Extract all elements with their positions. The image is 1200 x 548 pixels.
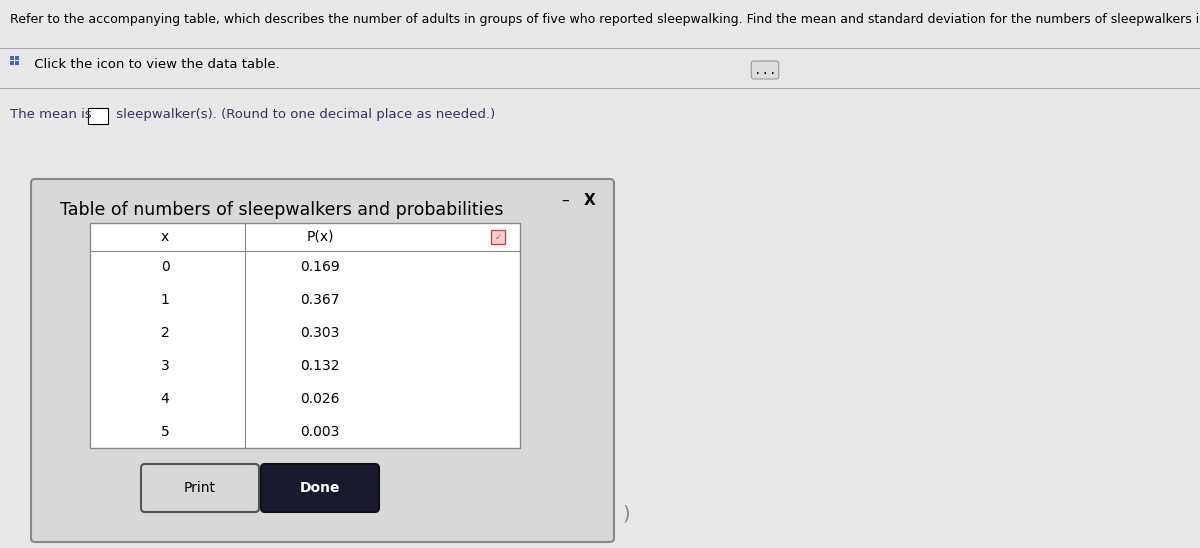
Bar <box>10 56 14 60</box>
Text: 4: 4 <box>161 392 169 406</box>
FancyBboxPatch shape <box>491 230 505 244</box>
Text: 3: 3 <box>161 359 169 373</box>
Text: P(x): P(x) <box>306 230 334 244</box>
Text: 0.026: 0.026 <box>300 392 340 406</box>
FancyBboxPatch shape <box>31 179 614 542</box>
Text: ...: ... <box>754 64 776 77</box>
Text: 0.003: 0.003 <box>300 425 340 438</box>
FancyBboxPatch shape <box>142 464 259 512</box>
FancyBboxPatch shape <box>90 223 520 448</box>
Text: 0: 0 <box>161 260 169 275</box>
Text: 2: 2 <box>161 326 169 340</box>
FancyBboxPatch shape <box>262 464 379 512</box>
Bar <box>14 61 19 65</box>
Text: 0.303: 0.303 <box>300 326 340 340</box>
Text: 1: 1 <box>161 293 169 307</box>
Text: 0.169: 0.169 <box>300 260 340 275</box>
Bar <box>10 61 14 65</box>
Bar <box>14 56 19 60</box>
Text: The mean is: The mean is <box>10 108 96 121</box>
Text: ✓: ✓ <box>494 232 502 242</box>
Text: ): ) <box>622 504 630 523</box>
FancyBboxPatch shape <box>88 108 108 124</box>
Text: Refer to the accompanying table, which describes the number of adults in groups : Refer to the accompanying table, which d… <box>10 13 1200 26</box>
Text: –: – <box>562 193 569 208</box>
Text: Table of numbers of sleepwalkers and probabilities: Table of numbers of sleepwalkers and pro… <box>60 201 504 219</box>
Text: 0.367: 0.367 <box>300 293 340 307</box>
Text: X: X <box>584 193 596 208</box>
Text: x: x <box>161 230 169 244</box>
Text: 5: 5 <box>161 425 169 438</box>
Text: sleepwalker(s). (Round to one decimal place as needed.): sleepwalker(s). (Round to one decimal pl… <box>112 108 496 121</box>
Text: Print: Print <box>184 481 216 495</box>
Text: Click the icon to view the data table.: Click the icon to view the data table. <box>30 58 280 71</box>
Text: Done: Done <box>300 481 341 495</box>
Text: 0.132: 0.132 <box>300 359 340 373</box>
